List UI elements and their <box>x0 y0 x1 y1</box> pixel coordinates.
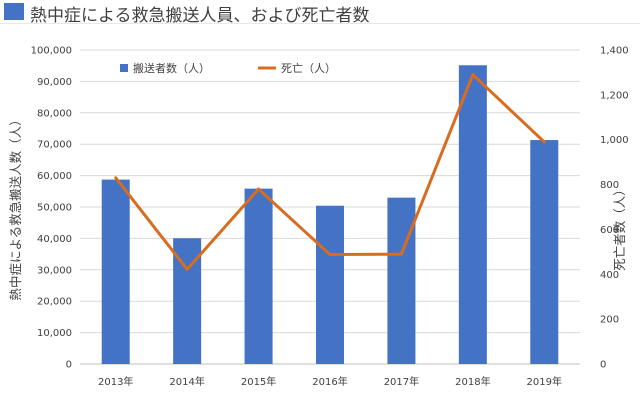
axes: 0 10,000 20,000 30,000 40,000 50,000 60,000 70,… <box>8 46 629 389</box>
x-tick-label: 2017年 <box>384 375 419 388</box>
y-left-tick-label: 70,000 <box>37 140 72 151</box>
y-right-tick-label: 400 <box>600 270 619 281</box>
x-tick-label: 2014年 <box>169 375 204 388</box>
y-right-tick-label: 200 <box>600 315 619 326</box>
line-point <box>328 253 332 257</box>
bar <box>244 188 273 364</box>
title-accent-swatch <box>4 3 24 20</box>
line-point <box>185 267 189 271</box>
legend-swatch-bar <box>120 64 128 72</box>
y-left-tick-label: 10,000 <box>37 328 72 339</box>
y-left-tick-label: 80,000 <box>37 108 72 119</box>
y-right-tick-label: 1,000 <box>600 135 629 146</box>
y-right-tick-label: 800 <box>600 180 619 191</box>
bar-series <box>101 65 559 364</box>
y-left-tick-label: 30,000 <box>37 265 72 276</box>
y-left-tick-label: 20,000 <box>37 297 72 308</box>
line-series <box>114 73 546 271</box>
y-right-tick-label: 600 <box>600 225 619 236</box>
y-right-tick-label: 1,200 <box>600 90 629 101</box>
bar <box>387 197 416 364</box>
y-left-tick-label: 50,000 <box>37 203 72 214</box>
line-point <box>399 252 403 256</box>
x-tick-label: 2016年 <box>312 375 347 388</box>
bar <box>101 179 130 364</box>
x-tick-label: 2013年 <box>98 375 133 388</box>
bar <box>530 140 559 364</box>
line-point <box>257 187 261 191</box>
x-tick-label: 2015年 <box>241 375 276 388</box>
y-left-tick-label: 40,000 <box>37 234 72 245</box>
x-tick-label: 2019年 <box>527 375 562 388</box>
x-tick-label: 2018年 <box>455 375 490 388</box>
y-left-tick-label: 60,000 <box>37 171 72 182</box>
page-title: 熱中症による救急搬送人員、および死亡者数 <box>30 6 370 26</box>
y-right-tick-label: 0 <box>600 360 606 371</box>
y-left-tick-label: 100,000 <box>31 46 72 57</box>
bar <box>458 65 487 364</box>
legend-label-bar: 搬送者数（人） <box>133 61 210 75</box>
bar <box>316 205 344 364</box>
line-point <box>542 140 546 144</box>
y-left-axis-title: 熱中症による救急搬送人数（人） <box>8 113 23 300</box>
line-point <box>114 176 118 180</box>
legend-label-line: 死亡（人） <box>281 61 336 75</box>
y-right-tick-label: 1,400 <box>600 46 629 57</box>
title-divider <box>0 23 640 24</box>
y-right-axis-title: 死亡者数（人） <box>612 183 627 271</box>
y-left-tick-label: 0 <box>66 360 72 371</box>
y-left-tick-label: 90,000 <box>37 77 72 88</box>
line-point <box>471 73 475 77</box>
legend: 搬送者数（人） 死亡（人） <box>120 61 336 75</box>
title-bar: 熱中症による救急搬送人員、および死亡者数 <box>0 0 640 30</box>
